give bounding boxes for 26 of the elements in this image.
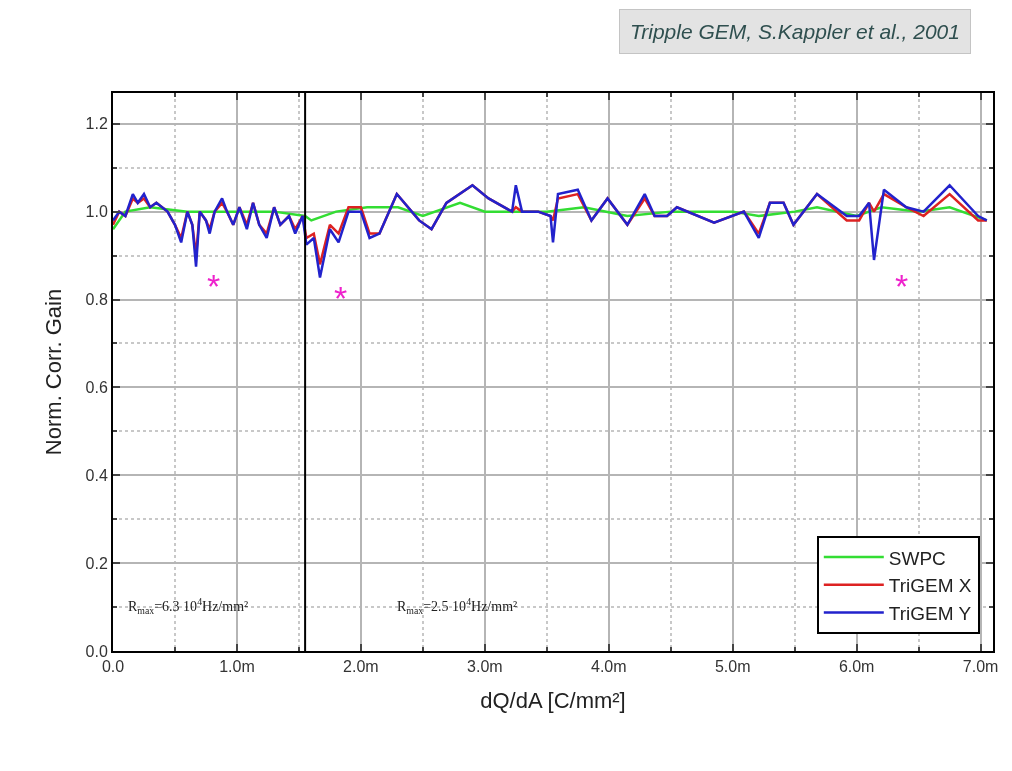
annotation: R$_{max}$=6.3 10$^{4}$Hz/mm² <box>128 596 249 616</box>
annotation: * <box>895 267 909 305</box>
annotation: R$_{max}$=2.5 10$^{4}$Hz/mm² <box>397 596 518 616</box>
y-tick-label: 0.8 <box>85 291 108 309</box>
y-tick-label: 1.0 <box>85 203 108 221</box>
y-tick-label: 0.0 <box>85 642 108 660</box>
x-tick-label: 0.0 <box>101 658 125 676</box>
annotation: * <box>207 267 221 305</box>
x-tick-label: 2.0m <box>343 658 379 676</box>
y-tick-label: 0.2 <box>85 554 108 572</box>
x-tick-label: 6.0m <box>838 658 875 676</box>
y-tick-label: 0.6 <box>85 378 108 396</box>
legend-label: TriGEM X <box>888 575 972 597</box>
y-tick-label: 0.4 <box>85 466 108 484</box>
x-axis-title: dQ/dA [C/mm²] <box>480 687 626 713</box>
x-tick-label: 1.0m <box>219 658 255 676</box>
x-tick-label: 7.0m <box>962 658 999 676</box>
y-axis-title: Norm. Corr. Gain <box>40 288 66 456</box>
chart-title: Tripple GEM, S.Kappler et al., 2001 <box>630 20 960 43</box>
legend-label: TriGEM Y <box>888 602 972 624</box>
x-tick-label: 5.0m <box>714 658 751 676</box>
annotation: * <box>334 279 348 317</box>
legend-label: SWPC <box>888 547 946 569</box>
x-tick-label: 4.0m <box>590 658 627 676</box>
y-tick-label: 1.2 <box>85 115 108 133</box>
x-tick-label: 3.0m <box>467 658 503 676</box>
